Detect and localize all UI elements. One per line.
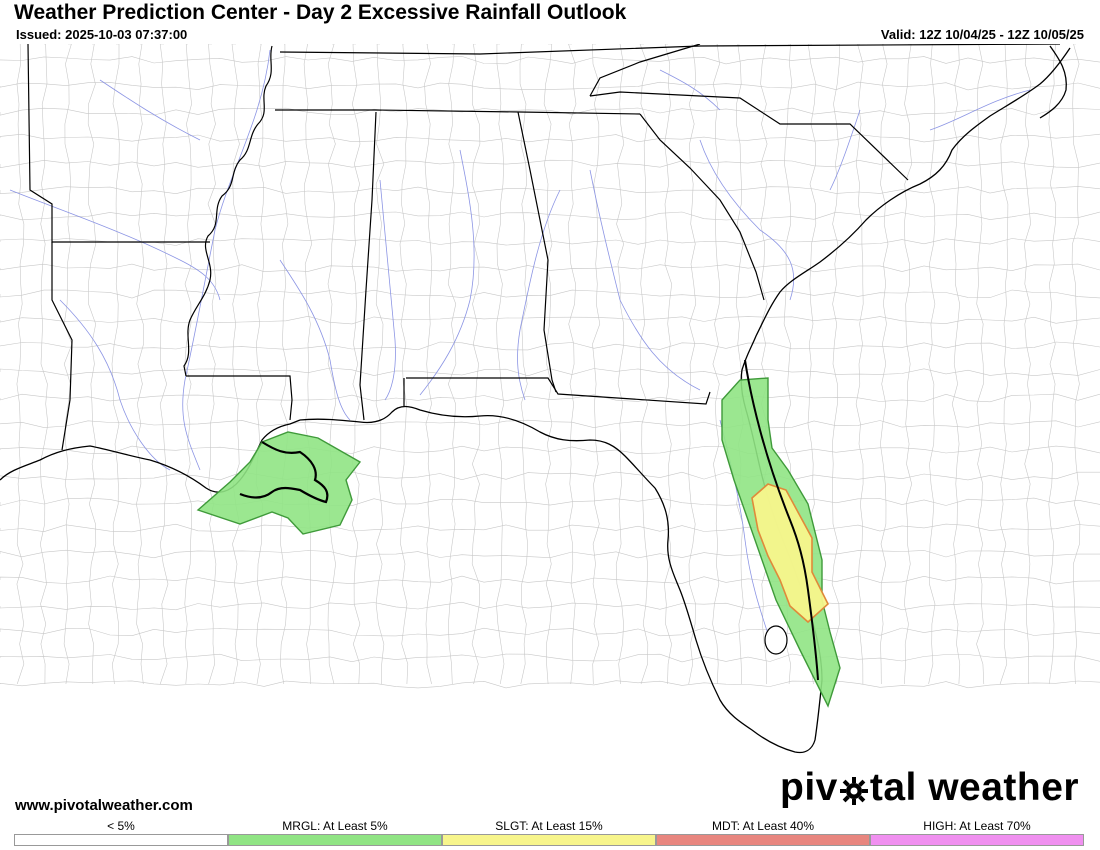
county-line <box>399 44 409 685</box>
website-url: www.pivotalweather.com <box>15 797 193 814</box>
county-line <box>39 44 49 685</box>
county-line <box>0 81 1100 91</box>
rainfall-outlook-map <box>0 44 1100 754</box>
county-line <box>0 341 1100 351</box>
county-line <box>1047 44 1057 685</box>
county-line <box>0 393 1100 403</box>
county-line <box>999 44 1009 685</box>
county-line <box>87 44 97 685</box>
county-line <box>496 44 505 685</box>
county-line <box>0 133 1100 143</box>
legend-label-mrgl: MRGL: At Least 5% <box>282 819 388 833</box>
county-line <box>903 44 913 685</box>
legend-swatch-slgt <box>442 834 656 846</box>
county-line <box>375 44 385 685</box>
county-line <box>0 315 1100 325</box>
county-line <box>447 44 457 685</box>
county-line <box>351 44 361 685</box>
pivotal-weather-logo: piv tal weather <box>780 766 1079 810</box>
legend-label-high: HIGH: At Least 70% <box>923 819 1031 833</box>
county-line <box>303 44 313 685</box>
county-line <box>207 44 217 685</box>
indian-river-lagoon <box>744 359 819 681</box>
county-line <box>327 44 336 685</box>
legend-swatch-high <box>870 834 1084 846</box>
legend-swatch-none <box>14 834 228 846</box>
legend-label-none: < 5% <box>107 819 135 833</box>
brand-text-right: tal weather <box>869 766 1080 809</box>
county-line <box>0 263 1100 273</box>
county-line <box>1071 44 1081 685</box>
rivers <box>9 49 1031 641</box>
legend-swatch-mdt <box>656 834 870 846</box>
map-title: Weather Prediction Center - Day 2 Excess… <box>14 1 627 24</box>
county-line <box>687 44 697 685</box>
county-line <box>855 44 864 685</box>
county-line <box>615 44 625 685</box>
valid-period: Valid: 12Z 10/04/25 - 12Z 10/05/25 <box>880 27 1084 42</box>
county-line <box>592 44 601 685</box>
legend-label-mdt: MDT: At Least 40% <box>711 819 815 833</box>
county-line <box>0 497 1100 507</box>
county-line <box>135 44 145 685</box>
county-line <box>255 44 265 685</box>
county-line <box>880 44 889 685</box>
county-line <box>111 44 120 685</box>
county-line <box>543 44 553 685</box>
county-line <box>0 445 1100 455</box>
county-line <box>664 44 673 685</box>
mrgl-area-gulf <box>196 431 362 535</box>
brand-text-left: piv <box>780 766 838 809</box>
county-line <box>471 44 481 685</box>
county-line <box>0 653 1100 663</box>
county-line <box>1024 44 1032 684</box>
risk-legend: < 5% MRGL: At Least 5% SLGT: At Least 15… <box>14 819 1086 847</box>
county-line <box>0 523 1100 533</box>
county-line <box>231 44 240 685</box>
county-line <box>0 237 1100 246</box>
delta-coast-detail <box>239 441 329 504</box>
lake-okeechobee <box>764 625 788 655</box>
county-line <box>16 44 25 685</box>
county-line <box>424 44 433 685</box>
state-borders <box>27 44 1061 451</box>
county-line <box>0 680 1100 689</box>
county-line <box>0 186 1100 195</box>
sun-gear-icon <box>839 777 868 805</box>
county-line <box>0 56 1100 65</box>
county-line <box>567 44 577 685</box>
county-line <box>0 367 1100 377</box>
county-line <box>976 44 985 685</box>
county-line <box>279 44 289 685</box>
county-line <box>0 601 1100 611</box>
coastline <box>0 45 1071 754</box>
county-line <box>951 44 961 685</box>
county-line <box>760 44 769 685</box>
county-line <box>0 289 1100 299</box>
county-line <box>639 44 649 685</box>
county-line <box>63 44 73 685</box>
legend-label-slgt: SLGT: At Least 15% <box>495 819 603 833</box>
county-line <box>831 44 840 685</box>
legend-swatch-mrgl <box>228 834 442 846</box>
slgt-area-florida <box>751 483 829 624</box>
county-line <box>159 44 169 685</box>
county-line <box>735 44 744 685</box>
county-line <box>0 627 1100 637</box>
county-line <box>0 549 1100 559</box>
county-line <box>0 471 1100 481</box>
county-line <box>928 44 936 685</box>
county-line <box>0 419 1100 429</box>
county-line <box>0 575 1100 585</box>
issued-timestamp: Issued: 2025-10-03 07:37:00 <box>16 27 188 42</box>
county-line <box>712 44 720 685</box>
